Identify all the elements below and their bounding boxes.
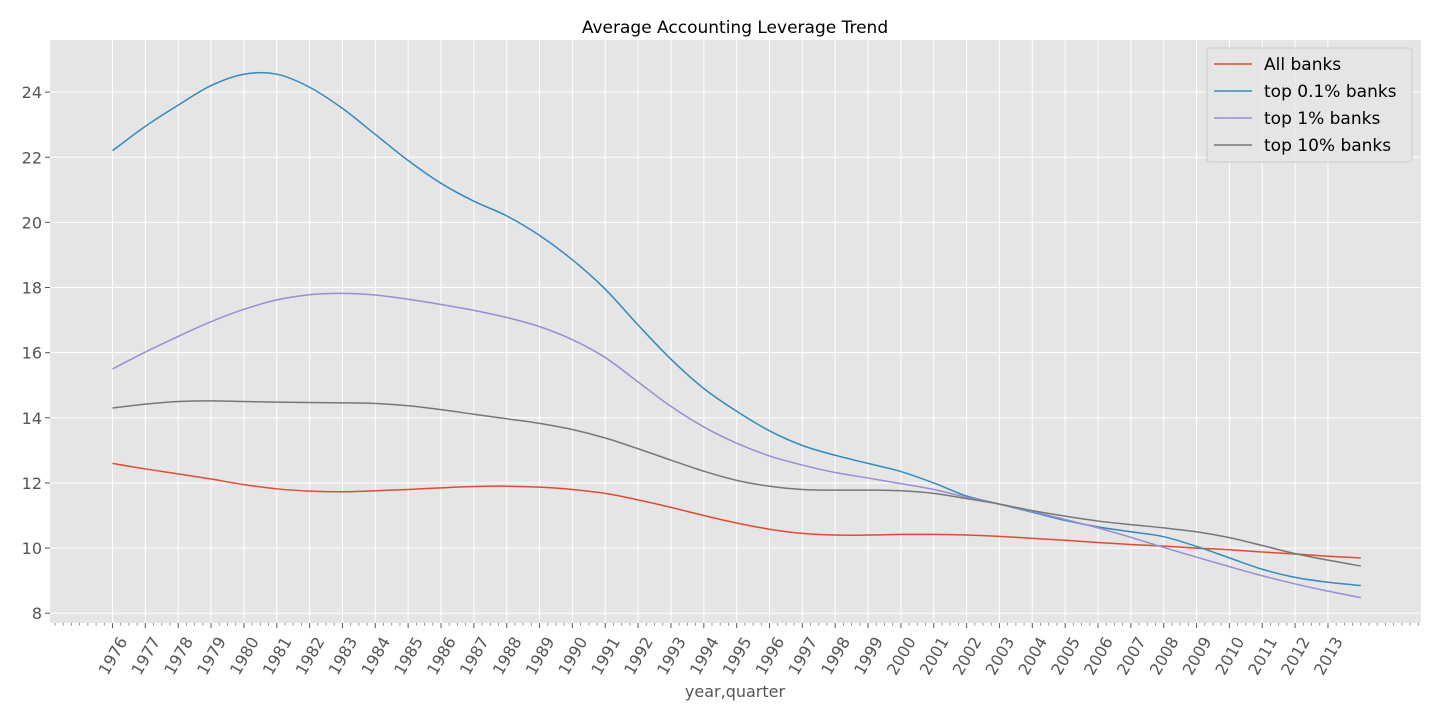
x-tick-label: 1990 (554, 634, 591, 679)
legend: All banks top 0.1% banks top 1% banks top 1… (1206, 47, 1413, 163)
x-tick-label: 1988 (489, 634, 526, 679)
x-tick-label: 1996 (752, 634, 789, 679)
x-tick-label: 1998 (817, 634, 854, 679)
y-tick-label: 18 (22, 279, 42, 298)
x-tick-label: 1983 (324, 634, 361, 679)
y-tick-label: 14 (22, 409, 42, 428)
legend-label: All banks (1264, 55, 1341, 75)
series-line-0 (112, 462, 1361, 559)
legend-label: top 1% banks (1264, 109, 1380, 129)
x-tick-label: 2002 (949, 634, 986, 679)
legend-label: top 10% banks (1264, 136, 1391, 156)
y-tick-label: 16 (22, 344, 42, 363)
x-tick-label: 1997 (784, 634, 821, 679)
x-tick-label: 2011 (1244, 634, 1281, 679)
chart-title: Average Accounting Leverage Trend (582, 18, 888, 38)
x-tick-label: 1987 (456, 634, 493, 679)
x-tick-label: 2003 (981, 634, 1018, 679)
x-tick-label: 2007 (1113, 634, 1150, 679)
x-tick-label: 1986 (423, 634, 460, 679)
x-tick-label: 2008 (1146, 634, 1183, 679)
x-tick-label: 2009 (1179, 634, 1216, 679)
x-tick-label: 2005 (1047, 634, 1084, 679)
plot-background (50, 40, 1421, 623)
y-tick-label: 24 (22, 83, 42, 102)
series-lines (112, 71, 1361, 599)
y-tick-label: 8 (32, 604, 42, 623)
x-tick-label: 2006 (1080, 634, 1117, 679)
legend-label: top 0.1% banks (1264, 82, 1397, 102)
x-tick-label: 1984 (357, 634, 394, 679)
y-tick-label: 22 (22, 148, 42, 167)
x-tick-label: 1976 (95, 634, 132, 679)
x-tick-label: 1982 (292, 634, 329, 679)
x-tick-label: 1999 (850, 634, 887, 679)
x-tick-label: 1993 (653, 634, 690, 679)
series-line-3 (112, 400, 1361, 567)
x-axis-label: year,quarter (685, 682, 786, 701)
x-tick-label: 1981 (259, 634, 296, 679)
x-tick-label: 1978 (160, 634, 197, 679)
x-tick-label: 2004 (1014, 634, 1051, 679)
x-tick-label: 2001 (916, 634, 953, 679)
y-tick-label: 12 (22, 474, 42, 493)
x-tick-label: 2010 (1211, 634, 1248, 679)
series-line-2 (112, 292, 1361, 599)
x-tick-label: 1991 (587, 634, 624, 679)
x-tick-label: 1989 (522, 634, 559, 679)
y-axis: 8 10 12 14 16 18 20 22 24 (22, 83, 50, 623)
x-tick-label: 1994 (686, 634, 723, 679)
x-axis: 1976197719781979198019811982198319841985… (54, 623, 1419, 679)
x-tick-label: 1977 (127, 634, 164, 679)
x-tick-label: 1979 (193, 634, 230, 679)
legend-box (1206, 47, 1413, 163)
x-tick-label: 2012 (1277, 634, 1314, 679)
grid (50, 40, 1421, 623)
x-tick-label: 1980 (226, 634, 263, 679)
series-line-1 (112, 71, 1361, 587)
y-tick-label: 20 (22, 213, 42, 232)
x-tick-label: 1995 (719, 634, 756, 679)
x-tick-label: 2000 (883, 634, 920, 679)
x-tick-label: 1985 (390, 634, 427, 679)
x-tick-label: 1992 (620, 634, 657, 679)
x-tick-label: 2013 (1310, 634, 1347, 679)
y-tick-label: 10 (22, 539, 42, 558)
